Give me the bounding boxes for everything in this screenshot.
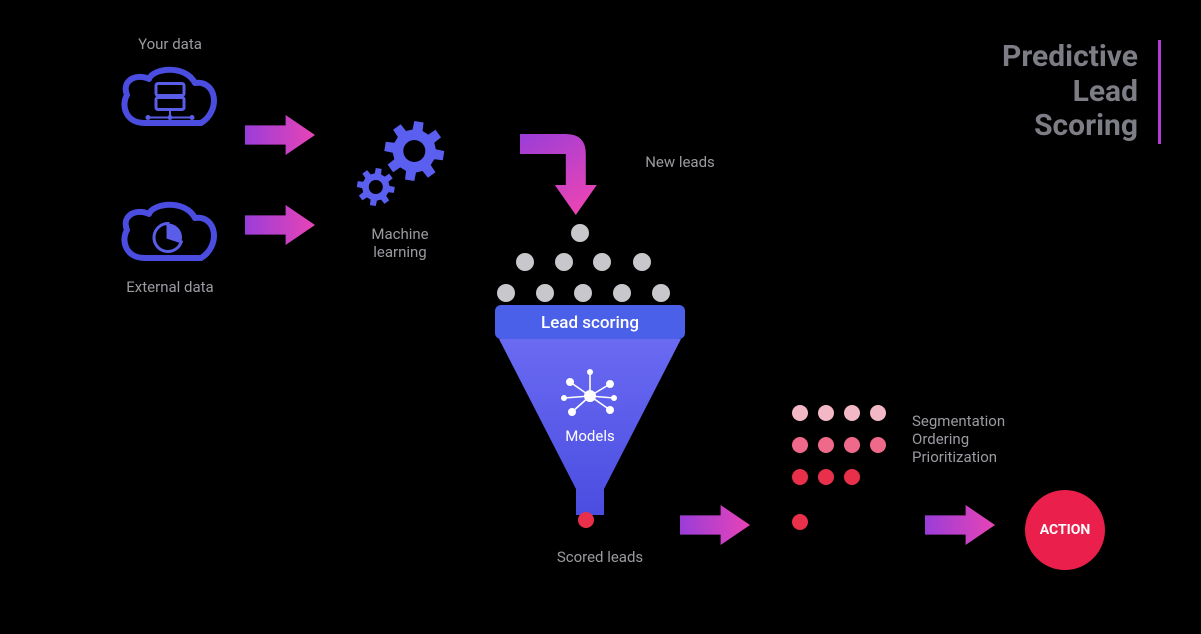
segmentation-dot [792, 437, 808, 453]
segmentation-dot [844, 437, 860, 453]
action-label: ACTION [1040, 522, 1091, 538]
lead-dot [613, 284, 631, 302]
segmentation-dot [844, 469, 860, 485]
label-machine-learning: Machine learning [340, 225, 460, 261]
page-title: Predictive Lead Scoring [1002, 40, 1161, 144]
cloud-external-data-icon [115, 195, 225, 274]
segmentation-dot [844, 405, 860, 421]
svg-text:Models: Models [565, 427, 614, 445]
label-segmentation-block: Segmentation Ordering Prioritization [912, 412, 1092, 466]
lead-dot [593, 253, 611, 271]
segmentation-dot [792, 514, 808, 530]
label-your-data: Your data [115, 35, 225, 53]
label-external-data: External data [100, 278, 240, 296]
title-line-2: Lead [1002, 75, 1138, 110]
segmentation-dot [870, 405, 886, 421]
lead-dot [633, 253, 651, 271]
label-prioritization: Prioritization [912, 448, 1092, 466]
label-scored-leads: Scored leads [540, 548, 660, 566]
arrow-icon [925, 505, 995, 549]
lead-dot [571, 224, 589, 242]
label-ordering: Ordering [912, 430, 1092, 448]
arrow-icon [245, 205, 315, 249]
action-badge: ACTION [1025, 490, 1105, 570]
arrow-icon [245, 115, 315, 159]
lead-dot [536, 284, 554, 302]
funnel-icon: Lead scoring Models [495, 305, 685, 519]
segmentation-dot [818, 405, 834, 421]
label-segmentation: Segmentation [912, 412, 1092, 430]
lead-dot [516, 253, 534, 271]
segmentation-dot [818, 469, 834, 485]
lead-dot [574, 284, 592, 302]
title-line-1: Predictive [1002, 40, 1138, 75]
gears-icon [345, 115, 455, 219]
segmentation-dot [792, 469, 808, 485]
label-new-leads: New leads [620, 153, 740, 171]
segmentation-dot [818, 437, 834, 453]
arrow-down-icon [520, 130, 610, 219]
lead-dot [555, 253, 573, 271]
segmentation-dot [870, 437, 886, 453]
scored-lead-dot [578, 512, 594, 528]
title-line-3: Scoring [1002, 109, 1138, 144]
segmentation-dot [792, 405, 808, 421]
svg-text:Lead scoring: Lead scoring [541, 313, 639, 333]
lead-dot [497, 284, 515, 302]
cloud-your-data-icon [115, 60, 225, 139]
lead-dot [652, 284, 670, 302]
arrow-icon [680, 505, 750, 549]
